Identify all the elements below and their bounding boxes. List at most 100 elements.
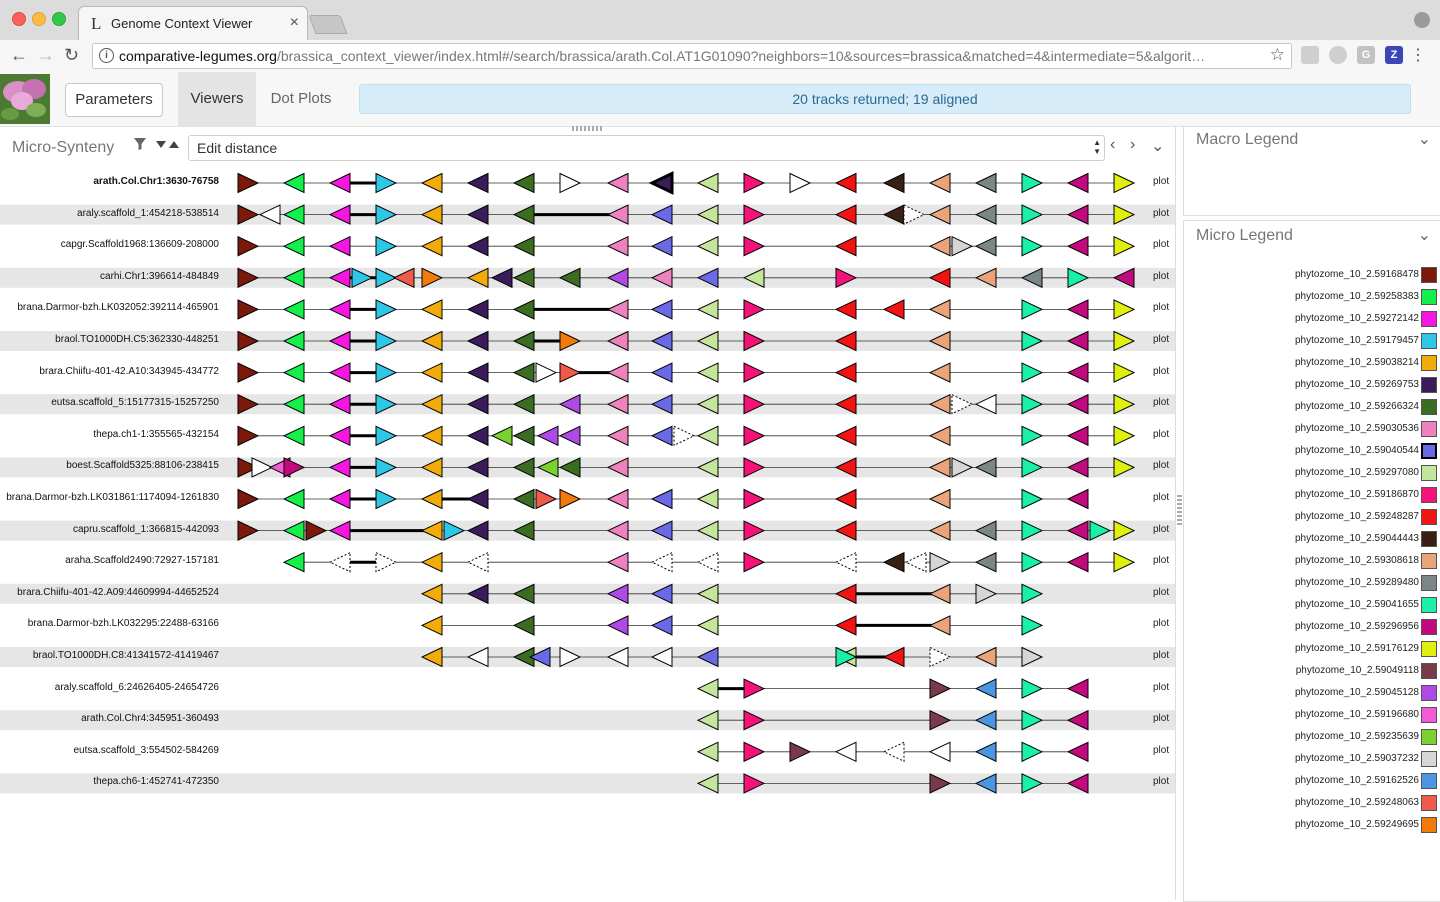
gene-arrow[interactable] xyxy=(903,204,926,225)
gene-arrow[interactable] xyxy=(928,267,951,289)
track-label[interactable]: brara.Chiifu-401-42.A09:44609994-4465252… xyxy=(17,586,219,598)
gene-arrow[interactable] xyxy=(743,204,766,225)
gene-arrow[interactable] xyxy=(536,457,559,478)
gene-arrow[interactable] xyxy=(673,425,696,447)
gene-arrow[interactable] xyxy=(650,299,673,320)
legend-item[interactable]: phytozome_10_2.59269753 xyxy=(1184,376,1440,396)
gene-arrow[interactable] xyxy=(237,267,260,289)
gene-arrow[interactable] xyxy=(789,172,812,194)
gene-arrow[interactable] xyxy=(420,393,443,415)
gene-arrow[interactable] xyxy=(558,267,581,289)
gene-arrow[interactable] xyxy=(743,741,766,763)
gene-arrow[interactable] xyxy=(375,362,398,383)
gene-arrow[interactable] xyxy=(559,362,582,383)
track-label[interactable]: brana.Darmor-bzh.LK032295:22488-63166 xyxy=(27,618,219,630)
gene-arrow[interactable] xyxy=(834,330,857,352)
gene-arrow[interactable] xyxy=(606,457,629,478)
gene-arrow[interactable] xyxy=(928,204,951,225)
legend-item[interactable]: phytozome_10_2.59289480 xyxy=(1184,574,1440,594)
gene-arrow[interactable] xyxy=(974,709,997,731)
sort-icon[interactable] xyxy=(154,139,182,151)
gene-arrow[interactable] xyxy=(282,551,305,573)
track-label[interactable]: brana.Darmor-bzh.LK032052:392114-465901 xyxy=(17,302,219,314)
gene-arrow[interactable] xyxy=(696,299,719,320)
gene-arrow[interactable] xyxy=(882,741,905,763)
gene-arrow[interactable] xyxy=(1066,330,1089,352)
close-window-button[interactable] xyxy=(12,12,26,26)
legend-item[interactable]: phytozome_10_2.59049118 xyxy=(1184,662,1440,682)
gene-arrow[interactable] xyxy=(282,172,305,194)
gene-arrow[interactable] xyxy=(696,551,719,573)
gene-arrow[interactable] xyxy=(1066,235,1089,257)
gene-arrow[interactable] xyxy=(1021,393,1044,415)
gene-arrow[interactable] xyxy=(375,172,398,194)
gene-arrow[interactable] xyxy=(743,425,766,447)
gene-arrow[interactable] xyxy=(929,551,952,573)
gene-arrow[interactable] xyxy=(305,520,328,541)
track-label[interactable]: brara.Chiifu-401-42.A10:343945-434772 xyxy=(39,365,219,377)
gene-arrow[interactable] xyxy=(282,330,305,352)
gene-arrow[interactable] xyxy=(1021,678,1044,699)
gene-arrow[interactable] xyxy=(928,457,951,478)
gene-arrow[interactable] xyxy=(606,646,629,668)
gene-arrow[interactable] xyxy=(1113,520,1136,541)
gene-arrow[interactable] xyxy=(696,709,719,731)
chevron-down-icon[interactable]: ⌄ xyxy=(1151,138,1165,155)
gene-arrow[interactable] xyxy=(375,393,398,415)
gene-arrow[interactable] xyxy=(536,425,559,447)
gene-arrow[interactable] xyxy=(834,457,857,478)
gene-arrow[interactable] xyxy=(328,457,351,478)
gene-arrow[interactable] xyxy=(974,204,997,225)
gene-arrow[interactable] xyxy=(1067,267,1090,289)
track-label[interactable]: arath.Col.Chr4:345951-360493 xyxy=(81,713,219,725)
legend-item[interactable]: phytozome_10_2.59272142 xyxy=(1184,310,1440,330)
gene-arrow[interactable] xyxy=(834,299,857,320)
gene-arrow[interactable] xyxy=(1021,646,1044,668)
gene-arrow[interactable] xyxy=(928,488,951,510)
extension-z-icon[interactable]: Z xyxy=(1385,46,1403,64)
gene-arrow[interactable] xyxy=(490,425,513,447)
plot-link[interactable]: plot xyxy=(1153,302,1170,314)
gene-arrow[interactable] xyxy=(974,520,997,541)
gene-arrow[interactable] xyxy=(650,425,673,447)
gene-arrow[interactable] xyxy=(650,330,673,352)
gene-arrow[interactable] xyxy=(1021,551,1044,573)
legend-item[interactable]: phytozome_10_2.59248063 xyxy=(1184,794,1440,814)
gene-arrow[interactable] xyxy=(237,299,260,320)
gene-arrow[interactable] xyxy=(490,267,513,289)
gene-arrow[interactable] xyxy=(606,488,629,510)
gene-arrow[interactable] xyxy=(974,172,997,194)
plot-link[interactable]: plot xyxy=(1153,239,1170,251)
gene-arrow[interactable] xyxy=(648,171,674,195)
gene-arrow[interactable] xyxy=(375,204,398,225)
gene-arrow[interactable] xyxy=(512,425,535,447)
tab-dot-plots[interactable]: Dot Plots xyxy=(270,90,332,107)
gene-arrow[interactable] xyxy=(466,172,489,194)
gene-arrow[interactable] xyxy=(974,551,997,573)
gene-arrow[interactable] xyxy=(650,235,673,257)
gene-arrow[interactable] xyxy=(650,488,673,510)
gene-arrow[interactable] xyxy=(650,393,673,415)
gene-arrow[interactable] xyxy=(928,330,951,352)
gene-arrow[interactable] xyxy=(328,330,351,352)
track-label[interactable]: arath.Col.Chr1:3630-76758 xyxy=(93,176,219,187)
gene-arrow[interactable] xyxy=(282,393,305,415)
plot-link[interactable]: plot xyxy=(1153,207,1170,219)
gene-arrow[interactable] xyxy=(743,235,766,257)
gene-arrow[interactable] xyxy=(512,520,535,541)
gene-arrow[interactable] xyxy=(1066,425,1089,447)
gene-arrow[interactable] xyxy=(1021,204,1044,225)
track-label[interactable]: carhi.Chr1:396614-484849 xyxy=(100,270,219,282)
gene-arrow[interactable] xyxy=(1021,741,1044,763)
track-label[interactable]: araha.Scaffold2490:72927-157181 xyxy=(65,555,219,567)
gene-arrow[interactable] xyxy=(558,457,581,478)
gene-arrow[interactable] xyxy=(834,393,857,415)
gene-arrow[interactable] xyxy=(1113,551,1136,573)
gene-arrow[interactable] xyxy=(834,204,857,225)
legend-item[interactable]: phytozome_10_2.59168478 xyxy=(1184,266,1440,286)
gene-arrow[interactable] xyxy=(420,488,443,510)
plot-link[interactable]: plot xyxy=(1153,397,1170,409)
plot-link[interactable]: plot xyxy=(1153,776,1170,788)
gene-arrow[interactable] xyxy=(420,646,443,668)
gene-arrow[interactable] xyxy=(1113,204,1136,225)
